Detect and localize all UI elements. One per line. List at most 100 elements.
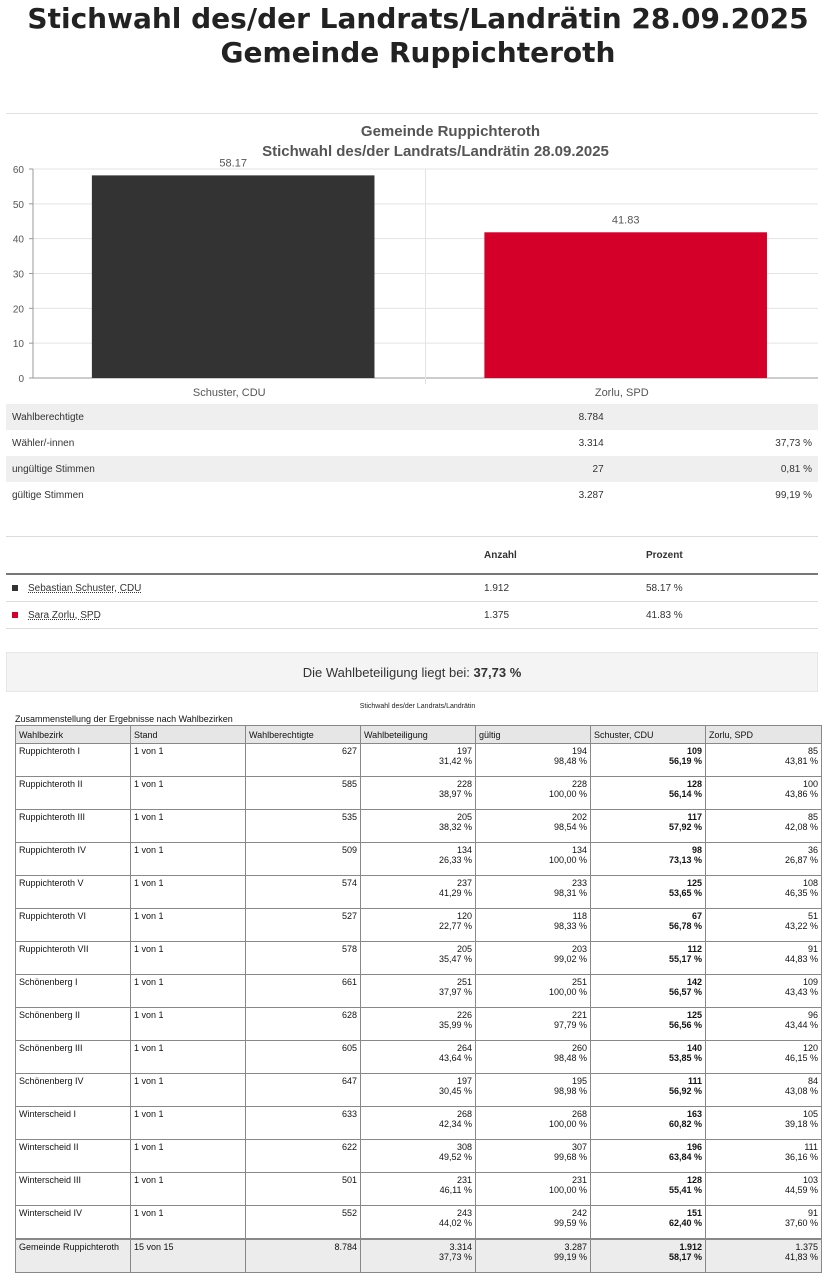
candidate-count: 1.912 (478, 574, 640, 602)
district-status: 1 von 1 (130, 1139, 246, 1173)
stats-percent: 99,19 % (775, 489, 812, 501)
eligible-voters: 8.784 (245, 1238, 361, 1273)
turnout-cell: 205 38,32 % (360, 809, 476, 843)
eligible-voters: 501 (245, 1172, 361, 1206)
stats-row: gültige Stimmen 3.287 99,19 % (6, 482, 818, 508)
candidate-name-link[interactable]: Sebastian Schuster, CDU (28, 582, 142, 594)
turnout-percent: 38,97 % (438, 789, 472, 799)
valid-votes-cell: 268 100,00 % (475, 1106, 591, 1140)
valid-votes-percent: 98,31 % (553, 888, 587, 898)
district-row: Winterscheid III 1 von 1 501 231 46,11 % 231 1… (15, 1172, 822, 1206)
valid-votes-count: 134 (571, 845, 587, 855)
zorlu-votes-count: 100 (802, 779, 818, 789)
schuster-votes-cell: 98 73,13 % (590, 842, 706, 876)
schuster-votes-count: 163 (686, 1109, 702, 1119)
bar-2 (484, 232, 767, 378)
turnout-percent: 26,33 % (438, 855, 472, 865)
zorlu-votes-cell: 120 46,15 % (705, 1040, 822, 1074)
valid-votes-cell: 231 100,00 % (475, 1172, 591, 1206)
schuster-votes-count: 128 (686, 779, 702, 789)
schuster-votes-count: 140 (686, 1043, 702, 1053)
chart-subtitle: Stichwahl des/der Landrats/Landrätin 28.… (262, 143, 609, 160)
eligible-voters: 622 (245, 1139, 361, 1173)
valid-votes-percent: 98,48 % (553, 756, 587, 766)
district-name: Ruppichteroth VII (15, 941, 131, 975)
turnout-cell: 228 38,97 % (360, 776, 476, 810)
zorlu-votes-percent: 37,60 % (784, 1218, 818, 1228)
column-header: Wahlbezirk (15, 725, 131, 744)
zorlu-votes-cell: 84 43,08 % (705, 1073, 822, 1107)
zorlu-votes-percent: 43,43 % (784, 987, 818, 997)
schuster-votes-percent: 53,85 % (668, 1053, 702, 1063)
column-header: Zorlu, SPD (705, 725, 822, 744)
column-header: Wahlberechtigte (245, 725, 361, 744)
schuster-votes-count: 128 (686, 1175, 702, 1185)
turnout-box: Die Wahlbeteiligung liegt bei: 37,73 % (6, 652, 818, 692)
turnout-cell: 251 37,97 % (360, 974, 476, 1008)
turnout-count: 264 (456, 1043, 472, 1053)
district-status: 1 von 1 (130, 776, 246, 810)
schuster-votes-cell: 112 55,17 % (590, 941, 706, 975)
valid-votes-count: 202 (571, 812, 587, 822)
valid-votes-cell: 134 100,00 % (475, 842, 591, 876)
turnout-percent: 35,99 % (438, 1020, 472, 1030)
candidate-name-link[interactable]: Sara Zorlu, SPD (28, 609, 101, 621)
section-divider (6, 113, 818, 114)
district-name: Ruppichteroth III (15, 809, 131, 843)
stats-table: Wahlberechtigte 8.784 Wähler/-innen 3.314 37… (6, 404, 818, 508)
schuster-votes-percent: 55,41 % (668, 1185, 702, 1195)
turnout-count: 205 (456, 812, 472, 822)
bar-value-label: 58.17 (219, 157, 247, 169)
turnout-cell: 120 22,77 % (360, 908, 476, 942)
turnout-count: 237 (456, 878, 472, 888)
district-row: Schönenberg IV 1 von 1 647 197 30,45 % 195 98,… (15, 1073, 822, 1107)
zorlu-votes-count: 36 (807, 845, 818, 855)
district-name: Schönenberg II (15, 1007, 131, 1041)
page-title-line1: Stichwahl des/der Landrats/Landrätin 28.… (27, 2, 809, 35)
eligible-voters: 633 (245, 1106, 361, 1140)
district-status: 1 von 1 (130, 1172, 246, 1206)
schuster-votes-percent: 56,92 % (668, 1086, 702, 1096)
count-header: Anzahl (478, 536, 640, 575)
bar-value-label: 41.83 (612, 214, 640, 226)
zorlu-votes-percent: 41,83 % (784, 1252, 818, 1262)
valid-votes-count: 118 (572, 911, 587, 921)
turnout-cell: 264 43,64 % (360, 1040, 476, 1074)
valid-votes-percent: 98,54 % (553, 822, 587, 832)
stats-value: 3.287 (578, 489, 604, 501)
y-tick-label: 60 (13, 165, 25, 176)
district-name: Ruppichteroth VI (15, 908, 131, 942)
valid-votes-count: 194 (571, 746, 587, 756)
schuster-votes-count: 125 (686, 878, 702, 888)
turnout-percent: 42,34 % (438, 1119, 472, 1129)
valid-votes-cell: 194 98,48 % (475, 743, 591, 777)
district-row: Ruppichteroth IV 1 von 1 509 134 26,33 % 134 1… (15, 842, 822, 876)
stats-percent (609, 404, 818, 430)
district-status: 1 von 1 (130, 1040, 246, 1074)
valid-votes-percent: 100,00 % (548, 987, 587, 997)
schuster-votes-cell: 196 63,84 % (590, 1139, 706, 1173)
valid-votes-cell: 221 97,79 % (475, 1007, 591, 1041)
schuster-votes-percent: 53,65 % (668, 888, 702, 898)
zorlu-votes-percent: 46,15 % (784, 1053, 818, 1063)
zorlu-votes-cell: 100 43,86 % (705, 776, 822, 810)
schuster-votes-count: 67 (691, 911, 702, 921)
valid-votes-count: 242 (571, 1208, 587, 1218)
district-name: Schönenberg IV (15, 1073, 131, 1107)
valid-votes-cell: 242 99,59 % (475, 1205, 591, 1240)
zorlu-votes-count: 85 (807, 746, 818, 756)
district-name: Ruppichteroth V (15, 875, 131, 909)
report-subtitle: Zusammenstellung der Ergebnisse nach Wah… (15, 714, 233, 724)
district-row: Ruppichteroth VII 1 von 1 578 205 35,47 % 203… (15, 941, 822, 975)
column-header: Wahlbeteiligung (360, 725, 476, 744)
zorlu-votes-count: 120 (802, 1043, 818, 1053)
district-name: Winterscheid II (15, 1139, 131, 1173)
schuster-votes-count: 151 (686, 1208, 702, 1218)
turnout-count: 205 (456, 944, 472, 954)
valid-votes-count: 233 (571, 878, 587, 888)
valid-votes-cell: 3.287 99,19 % (475, 1238, 591, 1273)
district-status: 1 von 1 (130, 1007, 246, 1041)
district-name: Schönenberg III (15, 1040, 131, 1074)
schuster-votes-cell: 128 56,14 % (590, 776, 706, 810)
valid-votes-cell: 307 99,68 % (475, 1139, 591, 1173)
